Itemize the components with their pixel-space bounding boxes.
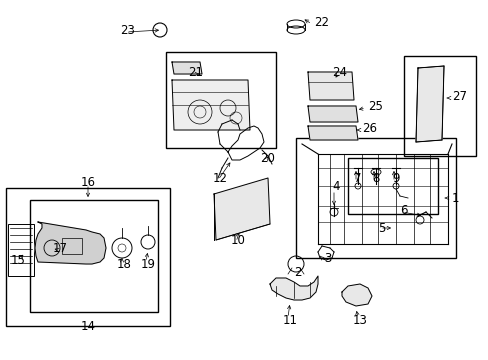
Text: 14: 14 xyxy=(81,320,95,333)
Text: 21: 21 xyxy=(188,66,203,78)
Text: 5: 5 xyxy=(378,221,385,234)
Text: 10: 10 xyxy=(230,234,245,247)
Bar xyxy=(8,224,34,276)
Polygon shape xyxy=(172,62,202,74)
Polygon shape xyxy=(307,106,357,122)
Text: 6: 6 xyxy=(400,203,407,216)
Text: 15: 15 xyxy=(11,253,25,266)
Text: 18: 18 xyxy=(116,257,131,270)
Text: 22: 22 xyxy=(313,15,328,28)
Text: 25: 25 xyxy=(367,99,382,112)
Text: 20: 20 xyxy=(260,152,275,165)
Bar xyxy=(403,56,475,156)
Text: 19: 19 xyxy=(140,257,155,270)
Polygon shape xyxy=(214,178,269,240)
Bar xyxy=(30,200,158,312)
Text: 2: 2 xyxy=(294,266,301,279)
Text: 9: 9 xyxy=(391,171,399,184)
Polygon shape xyxy=(307,126,357,140)
Polygon shape xyxy=(307,72,353,100)
Text: 7: 7 xyxy=(353,171,361,184)
Bar xyxy=(347,158,437,214)
Text: 27: 27 xyxy=(451,90,466,103)
Text: 24: 24 xyxy=(332,66,347,78)
Text: 12: 12 xyxy=(212,171,227,184)
Text: 17: 17 xyxy=(52,242,67,255)
Text: 3: 3 xyxy=(324,252,331,265)
Text: 23: 23 xyxy=(121,23,135,36)
Bar xyxy=(6,188,170,326)
Text: 26: 26 xyxy=(361,122,376,135)
Polygon shape xyxy=(415,66,443,142)
Bar xyxy=(62,238,82,254)
Polygon shape xyxy=(172,80,249,130)
Text: 1: 1 xyxy=(451,192,459,204)
Text: 11: 11 xyxy=(282,314,297,327)
Text: 4: 4 xyxy=(331,180,339,193)
Polygon shape xyxy=(35,222,106,264)
Text: 8: 8 xyxy=(371,171,379,184)
Text: 13: 13 xyxy=(352,314,366,327)
Polygon shape xyxy=(269,276,317,300)
Bar xyxy=(295,138,455,258)
Text: 16: 16 xyxy=(81,175,95,189)
Polygon shape xyxy=(341,284,371,306)
Bar xyxy=(165,52,275,148)
